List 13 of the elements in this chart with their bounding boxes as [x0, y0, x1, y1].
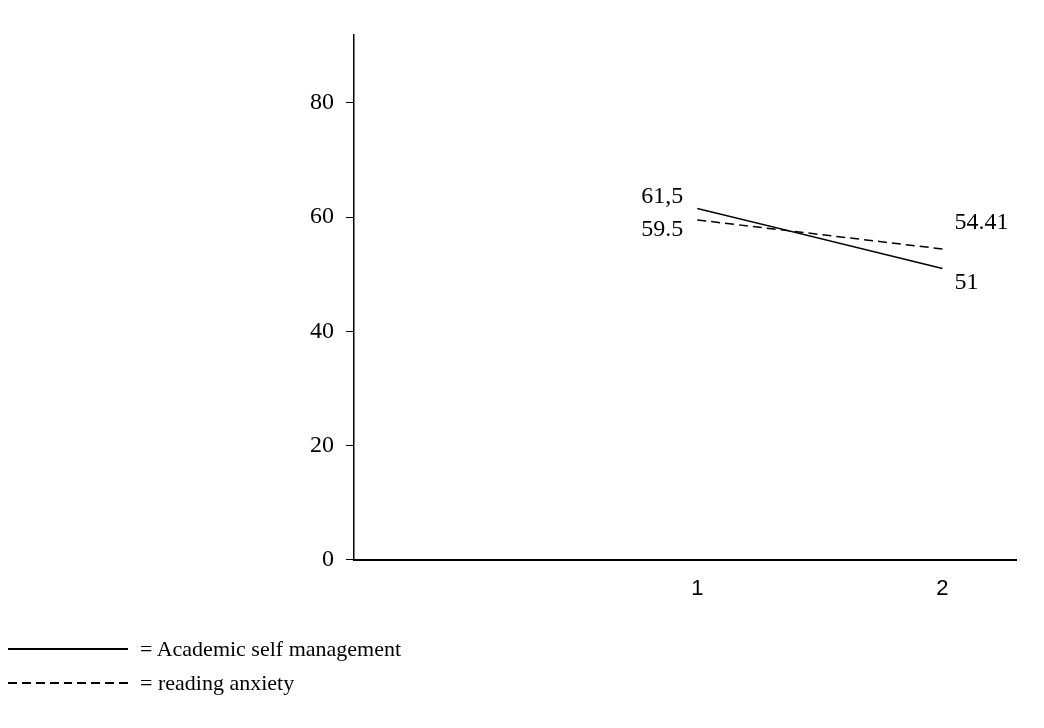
y-tick-label: 80 [310, 88, 334, 115]
data-label: 59.5 [641, 215, 684, 242]
y-tick-label: 0 [322, 544, 334, 571]
x-tick-label: 1 [691, 574, 704, 600]
y-tick-label: 40 [310, 316, 334, 343]
x-tick-label: 2 [936, 574, 949, 600]
y-tick-label: 20 [310, 430, 334, 457]
data-label: 61,5 [641, 181, 684, 208]
data-label: 51 [954, 267, 979, 294]
data-label: 54.41 [954, 208, 1009, 235]
legend-label: = Academic self management [140, 636, 402, 662]
y-tick-label: 60 [310, 202, 334, 229]
legend-label: = reading anxiety [140, 670, 295, 696]
